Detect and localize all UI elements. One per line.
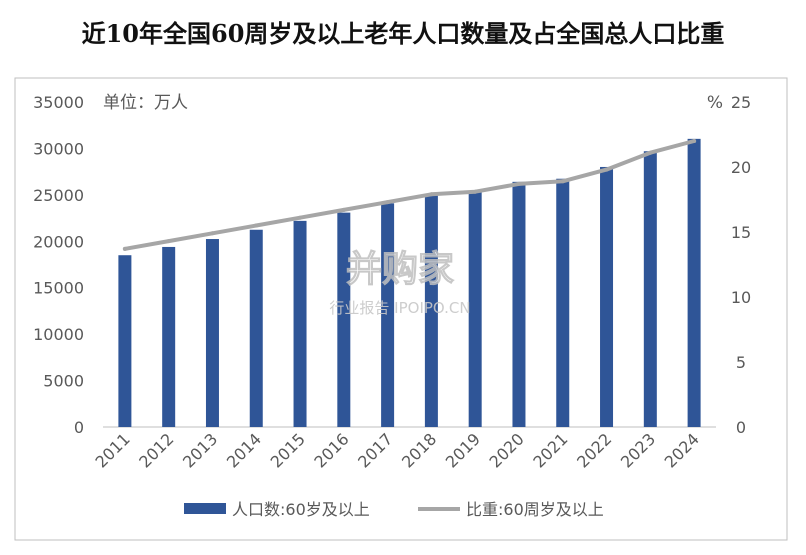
y-left-tick-label: 20000 <box>33 232 84 251</box>
y-left-tick-label: 35000 <box>33 93 84 112</box>
y-right-tick-label: 25 <box>731 93 751 112</box>
y-left-tick-label: 0 <box>74 418 84 437</box>
y-right-tick-label: 5 <box>736 353 746 372</box>
bar <box>600 166 614 427</box>
line-point <box>166 239 171 244</box>
y-left-tick-label: 15000 <box>33 279 84 298</box>
bar <box>687 138 701 428</box>
line-point <box>298 215 303 220</box>
bar <box>381 203 395 427</box>
bar <box>293 220 307 427</box>
bar <box>468 191 482 427</box>
legend-label-line: 比重:60周岁及以上 <box>466 500 604 519</box>
y-axis-left: 0 5000 10000 15000 20000 25000 30000 35000 <box>33 93 84 437</box>
y-axis-right: 0 5 10 15 20 25 <box>731 93 751 437</box>
bar-series <box>118 138 701 428</box>
line-series <box>122 139 697 251</box>
line-point <box>429 192 434 197</box>
legend-label-bar: 人口数:60岁及以上 <box>232 500 370 519</box>
y-right-tick-label: 0 <box>736 418 746 437</box>
line-point <box>516 181 521 186</box>
line-point <box>648 150 653 155</box>
watermark-brand: 并购家 <box>346 249 454 290</box>
bar <box>556 178 570 427</box>
line-point <box>210 231 215 236</box>
watermark: 并购家 行业报告 IPOIPO.CN <box>329 249 470 318</box>
bar <box>424 195 438 427</box>
bar <box>337 212 351 427</box>
y-left-tick-label: 10000 <box>33 325 84 344</box>
legend: 人口数:60岁及以上 比重:60周岁及以上 <box>184 500 604 519</box>
y-right-tick-label: 15 <box>731 223 751 242</box>
y-left-tick-label: 30000 <box>33 139 84 158</box>
line-point <box>341 207 346 212</box>
line-point <box>560 179 565 184</box>
legend-swatch-bar <box>184 503 226 514</box>
bar <box>162 246 176 427</box>
line-point <box>254 223 259 228</box>
bar <box>643 151 657 428</box>
right-unit-label: % <box>707 93 723 113</box>
line-point <box>604 167 609 172</box>
y-left-tick-label: 25000 <box>33 186 84 205</box>
y-right-tick-label: 10 <box>731 288 751 307</box>
watermark-subtitle: 行业报告 IPOIPO.CN <box>329 299 470 317</box>
bar <box>118 255 132 427</box>
bar <box>512 181 526 427</box>
left-unit-label: 单位：万人 <box>103 93 188 113</box>
bar <box>205 239 219 427</box>
line-point <box>385 200 390 205</box>
y-right-tick-label: 20 <box>731 158 751 177</box>
bar <box>249 229 263 427</box>
line-point <box>692 139 697 143</box>
chart-title: 近10年全国60周岁及以上老年人口数量及占全国总人口比重 <box>81 19 725 48</box>
line-point <box>122 246 127 251</box>
line-point <box>473 189 478 194</box>
chart-frame <box>14 77 788 541</box>
y-left-tick-label: 5000 <box>43 372 84 391</box>
line-path <box>122 139 697 251</box>
